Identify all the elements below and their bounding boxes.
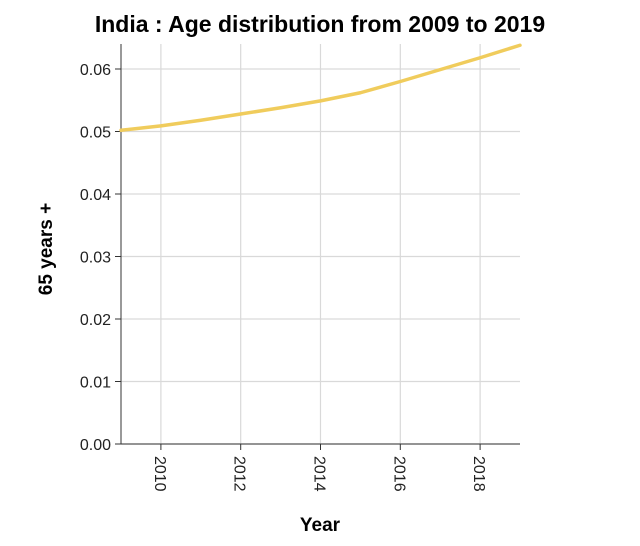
x-tick-label: 2014: [311, 456, 328, 492]
y-tick-label: 0.03: [80, 250, 111, 267]
chart-title: India : Age distribution from 2009 to 20…: [95, 11, 545, 37]
axes: 0.00 0.01 0.02 0.03 0.04 0.05 0.06 2010 2012 2014…: [80, 44, 520, 492]
grid-lines: [121, 44, 520, 445]
x-tick-label: 2016: [390, 456, 407, 492]
x-tick-label: 2018: [470, 456, 487, 492]
y-axis-title: 65 years +: [36, 203, 57, 295]
x-axis-title: Year: [300, 515, 341, 536]
x-tick-label: 2010: [151, 456, 168, 492]
y-tick-label: 0.04: [80, 187, 111, 204]
y-tick-label: 0.00: [80, 437, 111, 454]
y-tick-label: 0.06: [80, 62, 111, 79]
x-tick-label: 2012: [231, 456, 248, 492]
series-line: [119, 43, 522, 132]
series-layer: [119, 43, 522, 132]
y-tick-label: 0.05: [80, 125, 111, 142]
y-tick-label: 0.01: [80, 375, 111, 392]
y-tick-label: 0.02: [80, 312, 111, 329]
